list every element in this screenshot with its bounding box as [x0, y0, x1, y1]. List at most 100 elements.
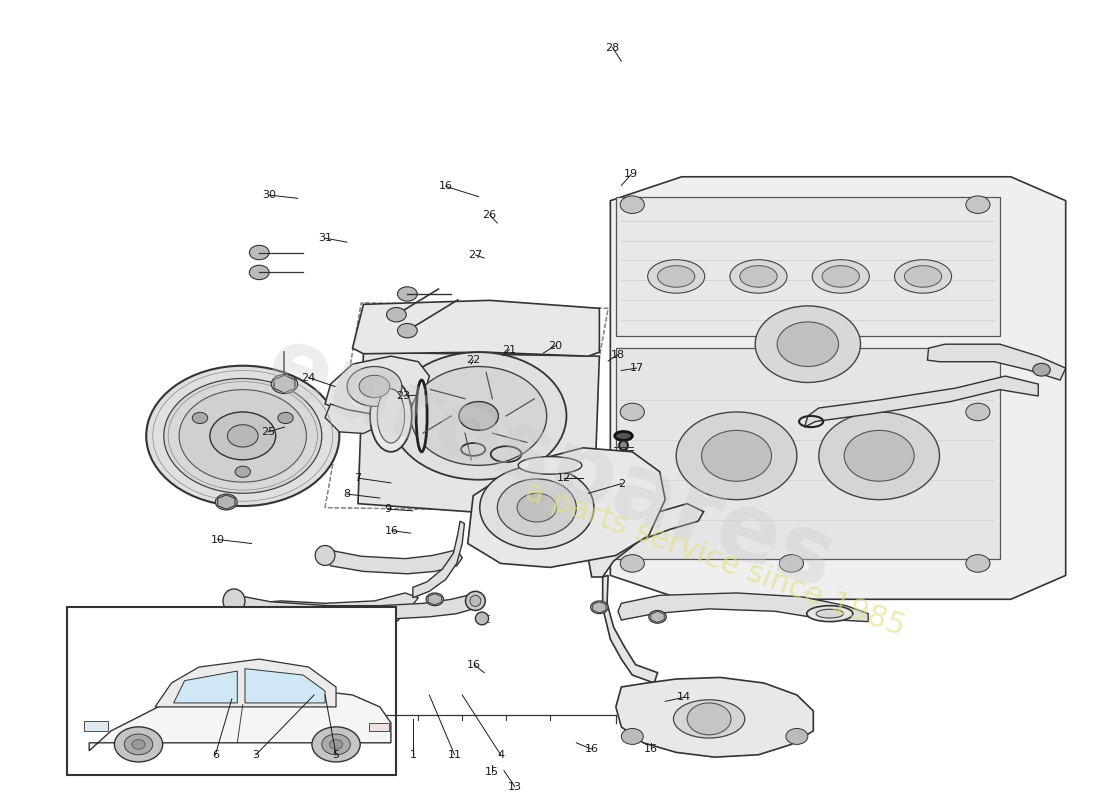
Text: 20: 20 — [549, 341, 562, 350]
Polygon shape — [155, 659, 336, 707]
Circle shape — [386, 307, 406, 322]
Text: 16: 16 — [468, 660, 482, 670]
Polygon shape — [927, 344, 1066, 380]
Text: 2: 2 — [618, 478, 625, 489]
Circle shape — [346, 366, 402, 406]
Text: 18: 18 — [610, 350, 625, 359]
Ellipse shape — [416, 380, 427, 452]
Circle shape — [649, 610, 667, 623]
Bar — [368, 723, 388, 731]
Text: 21: 21 — [503, 345, 517, 354]
Text: 26: 26 — [483, 210, 497, 220]
Text: 19: 19 — [624, 170, 638, 179]
Polygon shape — [651, 611, 664, 622]
Polygon shape — [326, 356, 429, 414]
Circle shape — [146, 366, 339, 506]
Circle shape — [785, 729, 807, 744]
Text: 17: 17 — [629, 363, 644, 373]
Circle shape — [322, 734, 350, 754]
Ellipse shape — [658, 266, 695, 287]
Text: 4: 4 — [497, 750, 504, 760]
Ellipse shape — [812, 260, 869, 293]
Circle shape — [459, 402, 498, 430]
Polygon shape — [326, 550, 462, 574]
Circle shape — [124, 734, 153, 754]
Circle shape — [250, 266, 270, 280]
Text: 16: 16 — [585, 744, 598, 754]
Text: 9: 9 — [384, 504, 392, 514]
Circle shape — [330, 740, 342, 749]
Polygon shape — [804, 376, 1038, 427]
Ellipse shape — [673, 700, 745, 738]
Text: 31: 31 — [318, 233, 332, 243]
Ellipse shape — [470, 595, 481, 606]
Circle shape — [312, 727, 360, 762]
Circle shape — [216, 494, 238, 510]
Polygon shape — [616, 197, 1000, 336]
Circle shape — [272, 374, 298, 394]
Ellipse shape — [740, 266, 777, 287]
Circle shape — [966, 196, 990, 214]
Polygon shape — [610, 177, 1066, 599]
Text: 1: 1 — [409, 750, 416, 760]
Ellipse shape — [806, 606, 852, 622]
Circle shape — [359, 375, 389, 398]
Text: 22: 22 — [466, 355, 481, 365]
Circle shape — [164, 378, 322, 494]
Circle shape — [966, 554, 990, 572]
Circle shape — [591, 601, 608, 614]
Ellipse shape — [377, 389, 405, 443]
Ellipse shape — [306, 621, 351, 637]
Ellipse shape — [316, 625, 341, 633]
Polygon shape — [603, 575, 658, 683]
Circle shape — [1033, 363, 1050, 376]
Polygon shape — [352, 300, 600, 356]
Text: 23: 23 — [396, 391, 410, 401]
Circle shape — [620, 196, 645, 214]
Text: a parts service since 1985: a parts service since 1985 — [520, 477, 909, 642]
Circle shape — [397, 286, 417, 301]
Text: 25: 25 — [261, 427, 275, 437]
Polygon shape — [593, 602, 606, 613]
Circle shape — [621, 729, 643, 744]
Polygon shape — [358, 352, 600, 514]
Polygon shape — [616, 678, 813, 757]
Bar — [67, 607, 396, 774]
Circle shape — [235, 466, 251, 478]
Polygon shape — [326, 404, 379, 434]
Circle shape — [397, 323, 417, 338]
Text: 14: 14 — [676, 692, 691, 702]
Polygon shape — [245, 669, 326, 703]
Text: 24: 24 — [301, 373, 316, 382]
Ellipse shape — [475, 612, 488, 625]
Polygon shape — [412, 521, 464, 598]
Circle shape — [620, 554, 645, 572]
Circle shape — [756, 306, 860, 382]
Ellipse shape — [615, 431, 632, 440]
Ellipse shape — [619, 441, 628, 450]
Ellipse shape — [316, 546, 334, 566]
Ellipse shape — [648, 260, 705, 293]
Circle shape — [688, 703, 732, 735]
Text: 28: 28 — [605, 42, 619, 53]
Circle shape — [390, 352, 566, 480]
Text: 6: 6 — [212, 750, 219, 760]
Ellipse shape — [822, 266, 859, 287]
Text: 12: 12 — [558, 473, 571, 483]
Polygon shape — [468, 448, 666, 567]
Text: 16: 16 — [385, 526, 399, 536]
Circle shape — [497, 479, 576, 536]
Circle shape — [426, 593, 443, 606]
Circle shape — [179, 390, 307, 482]
Polygon shape — [232, 594, 475, 619]
Text: 8: 8 — [343, 489, 351, 499]
Polygon shape — [616, 348, 1000, 559]
Circle shape — [480, 466, 594, 549]
Ellipse shape — [465, 591, 485, 610]
Polygon shape — [174, 671, 238, 703]
Circle shape — [966, 403, 990, 421]
Text: 5: 5 — [332, 750, 340, 760]
Circle shape — [278, 412, 294, 423]
Bar — [84, 722, 108, 731]
Circle shape — [777, 322, 838, 366]
